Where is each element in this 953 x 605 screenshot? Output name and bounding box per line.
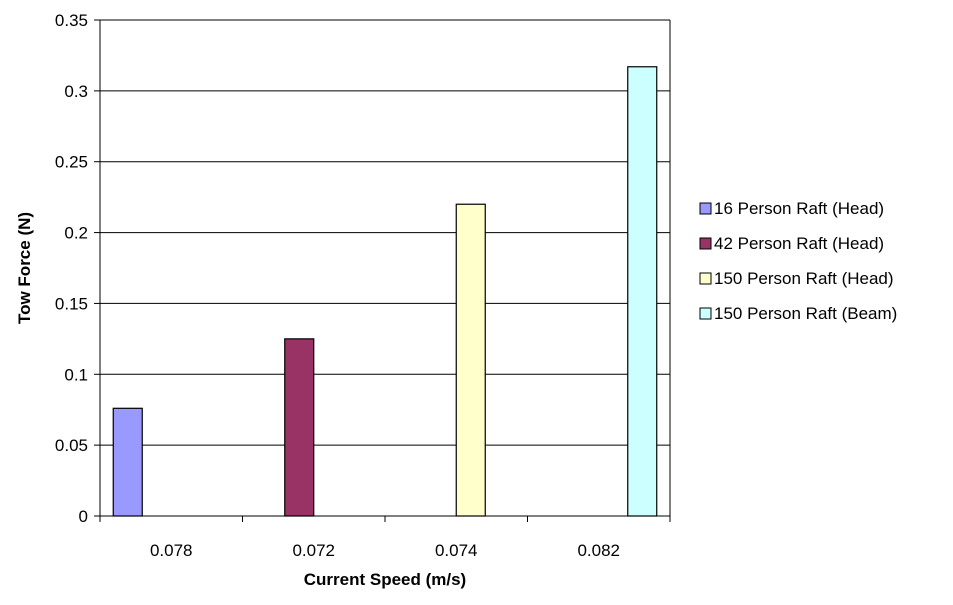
y-tick-label: 0 <box>79 507 88 526</box>
bars <box>112 66 658 517</box>
legend-swatch <box>699 272 712 285</box>
bar <box>627 66 658 517</box>
x-tick-label: 0.074 <box>435 541 478 560</box>
x-axis-title: Current Speed (m/s) <box>304 570 466 589</box>
y-tick-label: 0.1 <box>64 365 88 384</box>
legend-swatch <box>699 307 712 320</box>
axes <box>94 19 671 522</box>
x-tick-label: 0.072 <box>292 541 335 560</box>
x-tick-label: 0.078 <box>150 541 193 560</box>
y-tick-label: 0.3 <box>64 82 88 101</box>
y-tick-label: 0.15 <box>55 294 88 313</box>
y-tick-label: 0.25 <box>55 153 88 172</box>
x-tick-label: 0.082 <box>577 541 620 560</box>
legend-swatch <box>699 237 712 250</box>
bar <box>455 203 486 517</box>
y-axis-title: Tow Force (N) <box>15 212 34 324</box>
grid-lines <box>100 19 670 446</box>
legend-label: 150 Person Raft (Head) <box>714 269 894 288</box>
tick-labels: 0 0.05 0.1 0.15 0.2 0.25 0.3 0.35 0.078 0.072 0.07… <box>55 11 620 560</box>
y-tick-label: 0.05 <box>55 436 88 455</box>
legend: 16 Person Raft (Head) 42 Person Raft (Hea… <box>699 199 897 323</box>
legend-label: 150 Person Raft (Beam) <box>714 304 897 323</box>
y-tick-label: 0.2 <box>64 224 88 243</box>
bar <box>284 338 315 517</box>
legend-swatch <box>699 202 712 215</box>
legend-label: 42 Person Raft (Head) <box>714 234 884 253</box>
y-tick-label: 0.35 <box>55 11 88 30</box>
legend-label: 16 Person Raft (Head) <box>714 199 884 218</box>
bar <box>112 407 143 517</box>
